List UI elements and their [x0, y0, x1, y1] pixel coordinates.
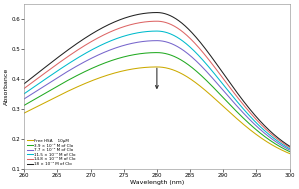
14.8 × 10⁻⁴ M of Clo: [177, 28, 180, 30]
Free HSA    10μM: [251, 131, 255, 133]
7.7 × 10⁻⁴ M of Clo: [288, 149, 292, 151]
18 × 10⁻⁴ M of Clo: [177, 19, 180, 22]
11.5 × 10⁻⁴ M of Clo: [39, 81, 42, 84]
7.7 × 10⁻⁴ M of Clo: [39, 87, 42, 90]
14.8 × 10⁻⁴ M of Clo: [22, 87, 26, 90]
14.8 × 10⁻⁴ M of Clo: [184, 33, 187, 35]
7.7 × 10⁻⁴ M of Clo: [184, 51, 187, 53]
Free HSA    10μM: [177, 71, 180, 73]
Free HSA    10μM: [22, 112, 26, 114]
7.7 × 10⁻⁴ M of Clo: [22, 98, 26, 100]
Free HSA    10μM: [184, 75, 187, 77]
Line: 14.8 × 10⁻⁴ M of Clo: 14.8 × 10⁻⁴ M of Clo: [24, 21, 290, 147]
14.8 × 10⁻⁴ M of Clo: [288, 146, 292, 149]
18 × 10⁻⁴ M of Clo: [192, 33, 195, 36]
Line: 3.9 × 10⁻⁵ M of Clo: 3.9 × 10⁻⁵ M of Clo: [24, 53, 290, 152]
11.5 × 10⁻⁴ M of Clo: [22, 93, 26, 95]
Line: 18 × 10⁻⁴ M of Clo: 18 × 10⁻⁴ M of Clo: [24, 12, 290, 146]
11.5 × 10⁻⁴ M of Clo: [288, 148, 292, 150]
X-axis label: Wavelength (nm): Wavelength (nm): [130, 180, 184, 185]
3.9 × 10⁻⁵ M of Clo: [184, 62, 187, 64]
11.5 × 10⁻⁴ M of Clo: [184, 42, 187, 44]
14.8 × 10⁻⁴ M of Clo: [39, 75, 42, 77]
Legend: Free HSA    10μM, 3.9 × 10⁻⁵ M of Clo, 7.7 × 10⁻⁴ M of Clo, 11.5 × 10⁻⁴ M of Clo: Free HSA 10μM, 3.9 × 10⁻⁵ M of Clo, 7.7 …: [26, 139, 76, 167]
14.8 × 10⁻⁴ M of Clo: [192, 41, 195, 43]
11.5 × 10⁻⁴ M of Clo: [177, 37, 180, 39]
Free HSA    10μM: [39, 104, 42, 106]
14.8 × 10⁻⁴ M of Clo: [224, 81, 228, 83]
14.8 × 10⁻⁴ M of Clo: [251, 115, 255, 117]
7.7 × 10⁻⁴ M of Clo: [192, 57, 195, 60]
3.9 × 10⁻⁵ M of Clo: [224, 99, 228, 101]
18 × 10⁻⁴ M of Clo: [39, 70, 42, 72]
18 × 10⁻⁴ M of Clo: [184, 25, 187, 28]
Free HSA    10μM: [224, 108, 228, 110]
7.7 × 10⁻⁴ M of Clo: [155, 40, 158, 42]
Free HSA    10μM: [288, 152, 292, 155]
3.9 × 10⁻⁵ M of Clo: [288, 150, 292, 153]
14.8 × 10⁻⁴ M of Clo: [155, 20, 158, 22]
18 × 10⁻⁴ M of Clo: [251, 112, 255, 114]
Line: 11.5 × 10⁻⁴ M of Clo: 11.5 × 10⁻⁴ M of Clo: [24, 31, 290, 149]
3.9 × 10⁻⁵ M of Clo: [39, 95, 42, 97]
Y-axis label: Absorbance: Absorbance: [4, 68, 9, 105]
3.9 × 10⁻⁵ M of Clo: [192, 68, 195, 70]
Line: 7.7 × 10⁻⁴ M of Clo: 7.7 × 10⁻⁴ M of Clo: [24, 41, 290, 150]
Line: Free HSA    10μM: Free HSA 10μM: [24, 67, 290, 153]
7.7 × 10⁻⁴ M of Clo: [177, 46, 180, 48]
11.5 × 10⁻⁴ M of Clo: [251, 118, 255, 121]
7.7 × 10⁻⁴ M of Clo: [224, 92, 228, 94]
3.9 × 10⁻⁵ M of Clo: [22, 104, 26, 106]
11.5 × 10⁻⁴ M of Clo: [192, 49, 195, 52]
3.9 × 10⁻⁵ M of Clo: [177, 57, 180, 60]
3.9 × 10⁻⁵ M of Clo: [251, 126, 255, 128]
Free HSA    10μM: [192, 80, 195, 82]
11.5 × 10⁻⁴ M of Clo: [224, 87, 228, 89]
18 × 10⁻⁴ M of Clo: [22, 83, 26, 85]
18 × 10⁻⁴ M of Clo: [288, 145, 292, 147]
18 × 10⁻⁴ M of Clo: [224, 76, 228, 78]
11.5 × 10⁻⁴ M of Clo: [155, 30, 158, 32]
7.7 × 10⁻⁴ M of Clo: [251, 122, 255, 124]
Free HSA    10μM: [155, 66, 158, 68]
3.9 × 10⁻⁵ M of Clo: [155, 51, 158, 54]
18 × 10⁻⁴ M of Clo: [155, 11, 158, 14]
